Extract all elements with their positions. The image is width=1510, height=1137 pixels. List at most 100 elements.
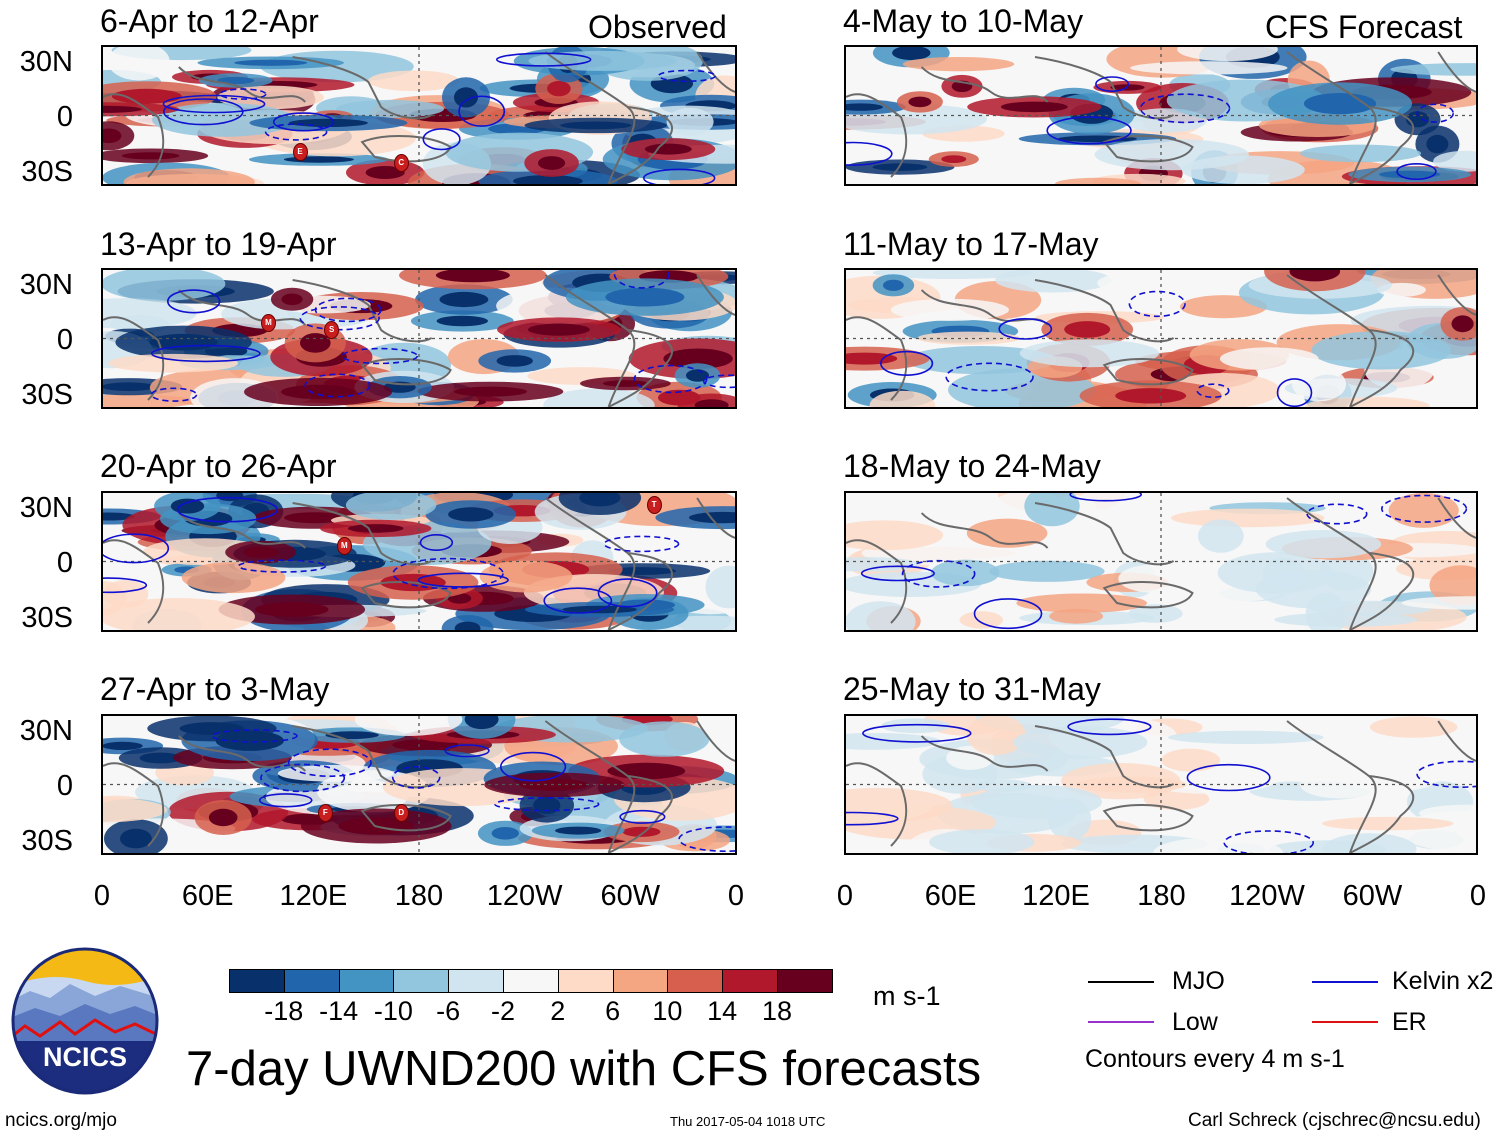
- wind-anomaly-patch: [1161, 748, 1221, 772]
- kelvin-contour: [619, 809, 666, 824]
- wind-anomaly-patch: [931, 559, 1000, 587]
- wind-anomaly-patch: [1170, 508, 1325, 528]
- wind-anomaly-patch: [846, 557, 920, 572]
- kelvin-contour: [444, 744, 490, 758]
- kelvin-contour: [1306, 503, 1368, 525]
- lon-tick-label: 180: [394, 880, 444, 912]
- observed-map-1-field: [103, 47, 735, 184]
- wind-anomaly-core: [103, 741, 143, 750]
- coastline: [1102, 580, 1194, 609]
- wind-anomaly-patch: [1433, 150, 1476, 172]
- wind-anomaly-patch: [108, 353, 239, 373]
- kelvin-contour: [103, 577, 148, 594]
- coastline: [1437, 497, 1476, 539]
- lat-tick-label: 0: [56, 770, 73, 802]
- coastline: [608, 552, 673, 630]
- wind-anomaly-patch: [1370, 716, 1458, 738]
- wind-anomaly-patch: [1118, 564, 1191, 593]
- colorbar-tick-label: -10: [373, 996, 413, 1026]
- kelvin-contour: [272, 112, 335, 132]
- wind-anomaly-core: [533, 796, 561, 814]
- wind-anomaly-patch: [1055, 177, 1141, 184]
- wind-anomaly-core: [892, 47, 931, 61]
- observed-panel-1-title: 6-Apr to 12-Apr: [100, 3, 319, 39]
- wind-anomaly-patch: [966, 518, 1048, 548]
- coastline: [1102, 803, 1194, 832]
- wind-anomaly-core: [439, 291, 489, 308]
- colorbar-swatch: [283, 969, 340, 993]
- kelvin-contour: [150, 344, 261, 363]
- wind-anomaly-core: [1115, 388, 1187, 404]
- kelvin-contour: [287, 748, 372, 778]
- wind-anomaly-core: [883, 279, 904, 291]
- wind-anomaly-patch: [103, 298, 197, 329]
- coastline: [1034, 279, 1175, 343]
- wind-anomaly-patch: [103, 797, 167, 823]
- lon-tick-label: 120W: [486, 880, 563, 912]
- wind-anomaly-patch: [1305, 396, 1430, 407]
- wind-anomaly-patch: [543, 388, 655, 407]
- kelvin-contour: [1067, 718, 1152, 736]
- wind-anomaly-patch: [619, 721, 710, 757]
- coastline: [103, 93, 165, 178]
- lat-tick-label: 30N: [19, 269, 73, 301]
- legend-kelvin-line: [1312, 981, 1378, 983]
- coastline: [292, 279, 433, 343]
- wind-anomaly-patch: [1197, 519, 1244, 553]
- observed-map-2-field: [103, 270, 735, 407]
- forecast-map-1: [844, 45, 1478, 186]
- wind-anomaly-patch: [705, 565, 735, 609]
- forecast-panel-2-title: 11-May to 17-May: [843, 226, 1099, 262]
- wind-anomaly-core: [1064, 321, 1111, 338]
- coastline: [846, 539, 908, 624]
- lat-tick-label: 30N: [19, 492, 73, 524]
- kelvin-contour: [862, 723, 972, 743]
- legend-low-line: [1088, 1021, 1154, 1023]
- wind-anomaly-core: [281, 293, 303, 306]
- legend-kelvin-label: Kelvin x2: [1392, 967, 1494, 995]
- kelvin-contour: [103, 533, 170, 564]
- wind-anomaly-patch: [368, 70, 460, 92]
- wind-anomaly-patch: [1019, 339, 1160, 368]
- observed-panel-4-title: 27-Apr to 3-May: [100, 671, 330, 707]
- lon-tick-label: 60E: [181, 880, 234, 912]
- colorbar-swatch: [777, 969, 833, 993]
- observed-label: Observed: [588, 9, 727, 45]
- observed-panel-3-title: 20-Apr to 26-Apr: [100, 448, 337, 484]
- wind-anomaly-patch: [354, 716, 463, 736]
- wind-anomaly-patch: [1016, 593, 1147, 613]
- coastline: [360, 803, 452, 832]
- storm-marker: E: [292, 142, 308, 161]
- wind-anomaly-core: [1451, 315, 1474, 333]
- coastline: [1102, 134, 1194, 163]
- coastline: [1034, 56, 1175, 120]
- kelvin-contour: [417, 572, 509, 588]
- storm-marker: F: [317, 803, 333, 822]
- kelvin-contour: [1196, 383, 1230, 398]
- wind-anomaly-patch: [929, 829, 1035, 853]
- footer-url[interactable]: ncics.org/mjo: [5, 1110, 117, 1131]
- colorbar-tick-label: -2: [490, 996, 515, 1026]
- kelvin-contour: [1095, 76, 1130, 92]
- coastline: [846, 316, 908, 401]
- main-title: 7-day UWND200 with CFS forecasts: [186, 1042, 982, 1096]
- kelvin-contour: [1128, 290, 1186, 318]
- lon-tick-label: 120W: [1229, 880, 1305, 912]
- coastline: [292, 725, 433, 789]
- wind-anomaly-core: [513, 175, 583, 184]
- colorbar-swatch: [503, 969, 559, 993]
- wind-anomaly-core: [528, 323, 590, 336]
- kelvin-contour: [633, 364, 708, 394]
- wind-anomaly-patch: [1199, 797, 1295, 827]
- wind-anomaly-core: [1426, 134, 1449, 154]
- wind-anomaly-patch: [479, 560, 573, 593]
- wind-anomaly-patch: [1401, 596, 1476, 610]
- wind-anomaly-core: [622, 826, 661, 837]
- kelvin-contour: [945, 362, 1034, 392]
- coastline: [178, 289, 307, 326]
- kelvin-contour: [998, 318, 1053, 340]
- colorbar-swatch: [557, 969, 614, 993]
- lon-tick-label: 0: [1469, 880, 1487, 912]
- storm-marker: M: [261, 313, 276, 332]
- colorbar-swatch: [393, 969, 450, 993]
